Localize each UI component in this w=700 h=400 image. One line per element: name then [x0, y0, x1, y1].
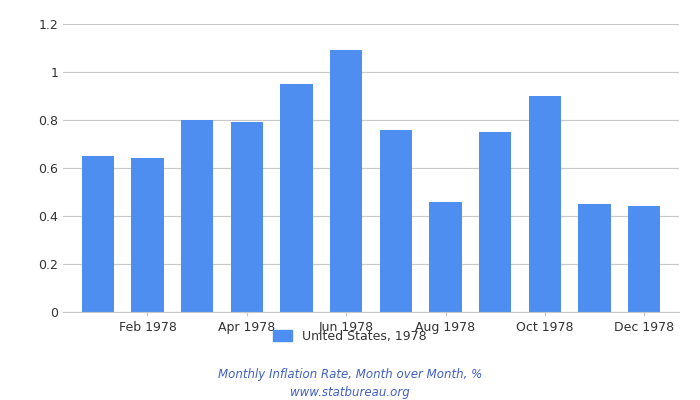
Text: www.statbureau.org: www.statbureau.org: [290, 386, 410, 399]
Text: Monthly Inflation Rate, Month over Month, %: Monthly Inflation Rate, Month over Month…: [218, 368, 482, 381]
Bar: [330, 50, 363, 312]
Legend: United States, 1978: United States, 1978: [268, 325, 432, 348]
Bar: [628, 206, 660, 312]
Bar: [429, 202, 462, 312]
Bar: [132, 158, 164, 312]
Bar: [479, 132, 511, 312]
Bar: [181, 120, 214, 312]
Bar: [82, 156, 114, 312]
Bar: [578, 204, 610, 312]
Bar: [528, 96, 561, 312]
Bar: [231, 122, 263, 312]
Bar: [379, 130, 412, 312]
Bar: [280, 84, 313, 312]
